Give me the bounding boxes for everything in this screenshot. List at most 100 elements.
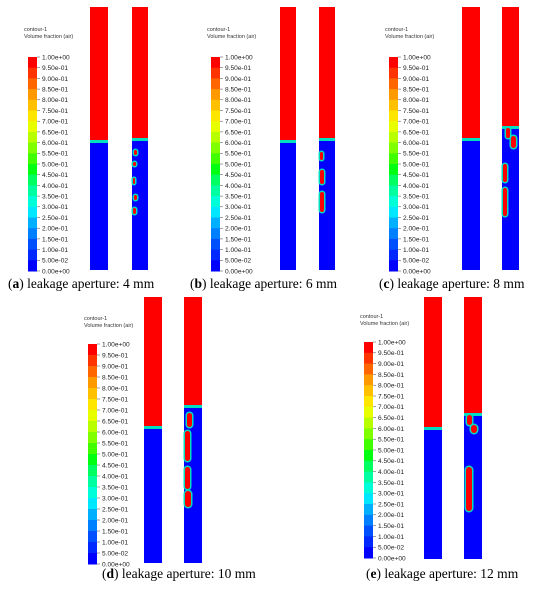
- colorbar-tick-label: 5.00e-01: [102, 451, 128, 458]
- colorbar-tick-label: 8.50e-01: [378, 372, 404, 379]
- air-pocket: [320, 192, 324, 212]
- colorbar-band: [211, 260, 220, 272]
- colorbar-tick-label: 8.50e-01: [225, 87, 251, 94]
- colorbar-tick-label: 1.00e+00: [102, 341, 130, 348]
- colorbar-band: [389, 174, 398, 186]
- colorbar-tick-label: 3.50e-01: [42, 194, 68, 201]
- colorbar-band: [364, 374, 373, 386]
- air-region: [90, 7, 108, 142]
- colorbar-tick-label: 3.50e-01: [225, 194, 251, 201]
- colorbar-band: [389, 89, 398, 101]
- colorbar-band: [28, 131, 37, 144]
- colorbar-band: [88, 476, 97, 488]
- colorbar-band: [211, 131, 220, 144]
- colorbar-tick-label: 1.50e-01: [378, 523, 404, 530]
- air-pocket: [320, 170, 324, 184]
- air-region: [424, 297, 442, 429]
- contour-title: contour-1 Volume fraction (air): [84, 316, 133, 330]
- colorbar-tick-label: 5.50e-01: [42, 151, 68, 158]
- colorbar-band: [88, 487, 97, 499]
- air-region: [132, 7, 148, 140]
- colorbar-band: [364, 547, 373, 559]
- colorbar-band: [364, 504, 373, 516]
- colorbar-tick-label: 6.50e-01: [378, 415, 404, 422]
- air-pocket: [185, 431, 190, 461]
- colorbar-tick-label: 4.50e-01: [102, 462, 128, 469]
- colorbar-band: [389, 260, 398, 272]
- interface-band: [184, 405, 202, 408]
- colorbar-tick-label: 4.50e-01: [378, 458, 404, 465]
- colorbar-band: [389, 121, 398, 133]
- caption-c: (c) leakage aperture: 8 mm: [379, 276, 525, 291]
- colorbar-legend: 1.00e+00 9.50e-01 9.00e-01 8.50e-01 8.00e-01…: [389, 54, 431, 275]
- colorbar-tick-label: 0.00e+00: [403, 268, 431, 275]
- colorbar-band: [364, 439, 373, 451]
- colorbar-band: [88, 388, 97, 400]
- air-pocket: [511, 136, 516, 148]
- panel-c: contour-1 Volume fraction (air) 1.00e+00…: [383, 0, 550, 275]
- colorbar-tick-label: 9.50e-01: [225, 65, 251, 72]
- colorbar-band: [88, 498, 97, 510]
- colorbar-tick-label: 5.50e-01: [378, 437, 404, 444]
- air-pocket: [185, 467, 190, 489]
- colorbar-band: [28, 110, 37, 122]
- water-region: [462, 140, 480, 270]
- air-region: [464, 297, 482, 415]
- water-region: [132, 140, 148, 270]
- contour-title: contour-1 Volume fraction (air): [360, 314, 409, 328]
- colorbar-band: [28, 89, 37, 101]
- colorbar-band: [389, 99, 398, 111]
- colorbar-tick-label: 2.50e-01: [42, 215, 68, 222]
- colorbar-band: [88, 399, 97, 411]
- colorbar-tick-label: 1.50e-01: [42, 236, 68, 243]
- colorbar-tick-label: 4.00e-01: [102, 473, 128, 480]
- colorbar-band: [88, 465, 97, 477]
- colorbar-band: [364, 352, 373, 365]
- column-right: [318, 7, 335, 270]
- colorbar-tick-label: 4.00e-01: [378, 469, 404, 476]
- interface-band: [424, 427, 442, 430]
- colorbar-band: [389, 196, 398, 208]
- contour-title: contour-1 Volume fraction (air): [207, 27, 256, 41]
- colorbar-tick-label: 6.50e-01: [42, 129, 68, 136]
- caption-d-letter: d: [106, 566, 115, 581]
- colorbar-tick-label: 1.00e+00: [403, 54, 431, 61]
- colorbar-band: [389, 249, 398, 261]
- water-region: [144, 428, 162, 563]
- colorbar-tick-label: 9.00e-01: [225, 76, 251, 83]
- caption-a-letter: a: [12, 276, 20, 291]
- column-right: [131, 7, 148, 270]
- colorbar-band: [364, 514, 373, 527]
- contour-quantity: Volume fraction (air): [207, 34, 257, 40]
- colorbar-tick-label: 1.00e-01: [403, 247, 429, 254]
- colorbar-band: [28, 99, 37, 111]
- air-region: [184, 297, 202, 407]
- colorbar-band: [364, 396, 373, 408]
- air-pocket: [133, 162, 136, 166]
- colorbar-tick-label: 6.50e-01: [403, 129, 429, 136]
- colorbar-band: [28, 67, 37, 79]
- colorbar-band: [88, 553, 97, 565]
- colorbar-tick-label: 7.50e-01: [403, 108, 429, 115]
- colorbar-tick-label: 1.50e-01: [102, 528, 128, 535]
- colorbar-tick-label: 0.00e+00: [102, 561, 130, 568]
- colorbar-band: [389, 185, 398, 197]
- air-region: [319, 7, 335, 140]
- colorbar-band: [364, 428, 373, 440]
- caption-b-text: leakage aperture: 6 mm: [209, 276, 337, 291]
- colorbar-tick-label: 5.00e-02: [403, 258, 429, 265]
- colorbar-tick-label: 7.00e-01: [225, 119, 251, 126]
- colorbar-band: [211, 57, 220, 69]
- colorbar-legend: 1.00e+00 9.50e-01 9.00e-01 8.50e-01 8.00e-01…: [88, 341, 130, 568]
- colorbar-tick-label: 5.00e-02: [42, 258, 68, 265]
- colorbar-tick-label: 3.00e-01: [102, 495, 128, 502]
- colorbar-tick-label: 8.00e-01: [42, 97, 68, 104]
- colorbar-tick-label: 9.50e-01: [102, 352, 128, 359]
- colorbar-tick-label: 8.00e-01: [225, 97, 251, 104]
- air-region: [502, 7, 519, 128]
- air-pocket: [467, 415, 472, 425]
- interface-band: [90, 140, 108, 143]
- caption-d: (d) leakage aperture: 10 mm: [102, 566, 256, 581]
- colorbar-tick-label: 0.00e+00: [225, 268, 253, 275]
- air-pocket: [466, 467, 472, 511]
